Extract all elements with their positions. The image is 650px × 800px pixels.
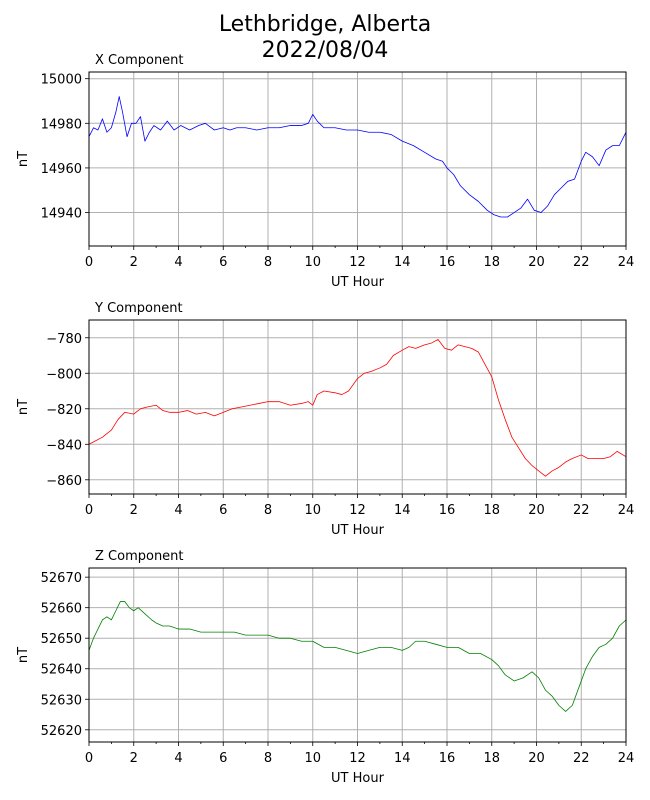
y-tick-label: 52650: [41, 632, 82, 647]
y-axis-label: nT: [16, 399, 31, 415]
x-tick-label: 20: [528, 751, 545, 766]
y-tick-label: 52640: [41, 663, 82, 678]
y-tick-label: 52670: [41, 571, 82, 586]
x-tick-label: 14: [394, 751, 411, 766]
x-tick-label: 22: [573, 751, 590, 766]
y-tick-label: 15000: [41, 73, 82, 88]
x-tick-label: 12: [349, 255, 366, 270]
x-tick-label: 6: [219, 751, 227, 766]
x-tick-label: 24: [618, 503, 635, 518]
x-tick-label: 10: [304, 503, 321, 518]
x-axis-label: UT Hour: [331, 771, 385, 786]
x-tick-label: 22: [573, 503, 590, 518]
x-tick-label: 4: [174, 255, 182, 270]
panel-title: Z Component: [95, 549, 184, 564]
panel-title: X Component: [95, 53, 184, 68]
panel-title: Y Component: [94, 301, 183, 316]
x-tick-label: 12: [349, 503, 366, 518]
y-axis-label: nT: [16, 151, 31, 167]
series-line-x-component: [88, 96, 627, 218]
chart-panel-3: 0 2 4 6 8 10 12 14 16 18 20 22 245262052630526405265…: [16, 549, 634, 786]
x-tick-label: 16: [439, 751, 456, 766]
y-tick-label: −780: [46, 332, 82, 347]
x-tick-label: 24: [618, 255, 635, 270]
x-tick-label: 14: [394, 503, 411, 518]
series-line-z-component: [88, 601, 627, 712]
x-tick-label: 2: [130, 255, 138, 270]
x-tick-label: 18: [483, 503, 500, 518]
x-axis-label: UT Hour: [331, 523, 385, 538]
x-tick-label: 16: [439, 503, 456, 518]
x-tick-label: 0: [85, 255, 93, 270]
figure-title: Lethbridge, Alberta 2022/08/04: [0, 12, 650, 64]
x-tick-label: 6: [219, 255, 227, 270]
series-line-y-component: [88, 339, 627, 477]
x-tick-label: 22: [573, 255, 590, 270]
title-date: 2022/08/04: [261, 38, 389, 63]
title-location: Lethbridge, Alberta: [218, 12, 432, 37]
x-axis-label: UT Hour: [331, 275, 385, 290]
x-tick-label: 16: [439, 255, 456, 270]
x-tick-label: 6: [219, 503, 227, 518]
y-tick-label: 14980: [41, 117, 82, 132]
x-tick-label: 8: [264, 751, 272, 766]
x-tick-label: 4: [174, 751, 182, 766]
y-tick-label: 14940: [41, 207, 82, 222]
x-tick-label: 10: [304, 255, 321, 270]
y-tick-label: 52660: [41, 602, 82, 617]
y-tick-label: 52630: [41, 693, 82, 708]
x-tick-label: 0: [85, 503, 93, 518]
x-tick-label: 8: [264, 503, 272, 518]
x-tick-label: 2: [130, 503, 138, 518]
x-tick-label: 14: [394, 255, 411, 270]
y-tick-label: −860: [46, 474, 82, 489]
x-tick-label: 0: [85, 751, 93, 766]
x-tick-label: 18: [483, 255, 500, 270]
chart-panel-2: 0 2 4 6 8 10 12 14 16 18 20 22 24−780−800−820−840−86…: [16, 301, 634, 538]
chart-panel-1: 0 2 4 6 8 10 12 14 16 18 20 22 241494014960149801500…: [16, 53, 634, 290]
x-tick-label: 8: [264, 255, 272, 270]
y-axis-label: nT: [16, 647, 31, 663]
x-tick-label: 18: [483, 751, 500, 766]
x-tick-label: 24: [618, 751, 635, 766]
x-tick-label: 4: [174, 503, 182, 518]
y-tick-label: 14960: [41, 162, 82, 177]
x-tick-label: 20: [528, 255, 545, 270]
x-tick-label: 2: [130, 751, 138, 766]
x-tick-label: 12: [349, 751, 366, 766]
y-tick-label: −820: [46, 403, 82, 418]
x-tick-label: 20: [528, 503, 545, 518]
y-tick-label: 52620: [41, 724, 82, 739]
y-tick-label: −840: [46, 438, 82, 453]
y-tick-label: −800: [46, 367, 82, 382]
x-tick-label: 10: [304, 751, 321, 766]
